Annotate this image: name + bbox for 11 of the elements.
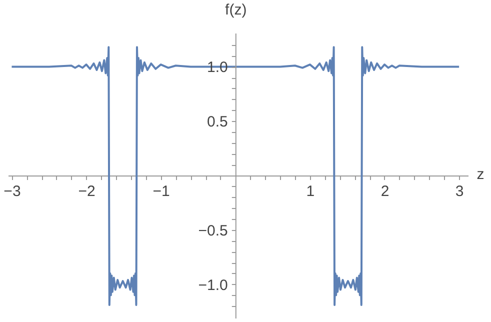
x-tick-label: 1 xyxy=(306,183,315,200)
y-tick-label: −0.5 xyxy=(198,222,228,240)
x-tick-label: 3 xyxy=(455,183,464,200)
x-tick-label: −1 xyxy=(152,183,170,200)
y-axis-title: f(z) xyxy=(225,2,247,18)
x-tick-label: −3 xyxy=(4,183,21,200)
y-tick-label: −1.0 xyxy=(198,276,228,294)
x-tick-label: 2 xyxy=(380,183,390,200)
y-tick-label: 0.5 xyxy=(207,114,228,131)
x-axis-title: z xyxy=(476,166,484,183)
x-tick-label: −2 xyxy=(78,183,96,200)
